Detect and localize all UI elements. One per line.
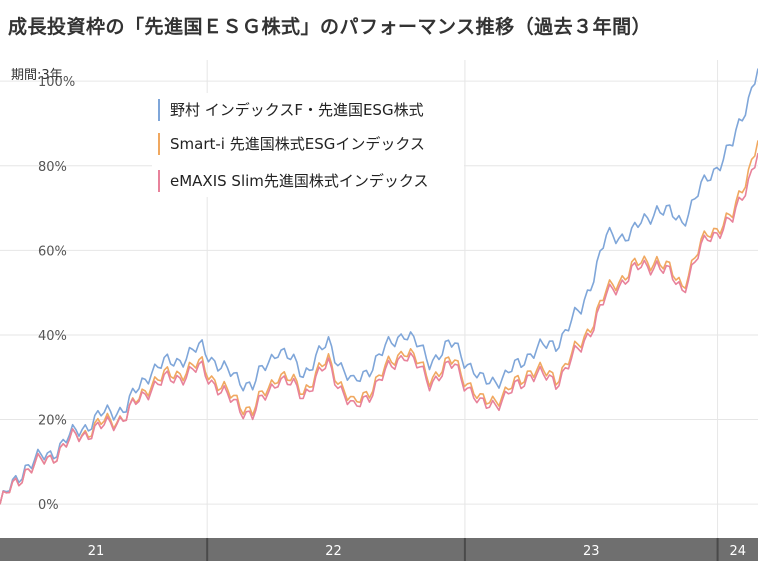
x-tick-label: 23 — [583, 544, 600, 559]
y-axis-ticks: 0% 20% 40% 60% 80% 100% — [38, 75, 75, 513]
series-line-0 — [0, 68, 758, 505]
legend-item-emaxis-slim: eMAXIS Slim先進国株式インデックス — [158, 170, 428, 192]
y-tick-label: 80% — [38, 160, 67, 175]
y-tick-label: 100% — [38, 75, 75, 90]
y-tick-label: 60% — [38, 244, 67, 259]
period-label: 期間:3年 — [11, 68, 63, 83]
series-line-2 — [0, 152, 758, 505]
page-title: 成長投資枠の「先進国ＥＳＧ株式」のパフォーマンス推移（過去３年間） — [8, 16, 652, 38]
y-tick-label: 40% — [38, 329, 67, 344]
legend-item-nomura: 野村 インデックスF・先進国ESG株式 — [158, 99, 424, 121]
x-tick-label: 22 — [325, 544, 342, 559]
y-tick-label: 0% — [38, 498, 59, 513]
legend-item-smart-i: Smart-i 先進国株式ESGインデックス — [158, 133, 425, 155]
x-axis-background — [0, 538, 758, 561]
x-tick-label: 21 — [88, 544, 105, 559]
x-tick-label: 24 — [730, 544, 747, 559]
chart-legend: 野村 インデックスF・先進国ESG株式 Smart-i 先進国株式ESGインデッ… — [152, 93, 464, 197]
y-tick-label: 20% — [38, 414, 67, 429]
series-lines — [0, 68, 758, 505]
x-axis-bar: 21 22 23 24 — [0, 538, 758, 561]
